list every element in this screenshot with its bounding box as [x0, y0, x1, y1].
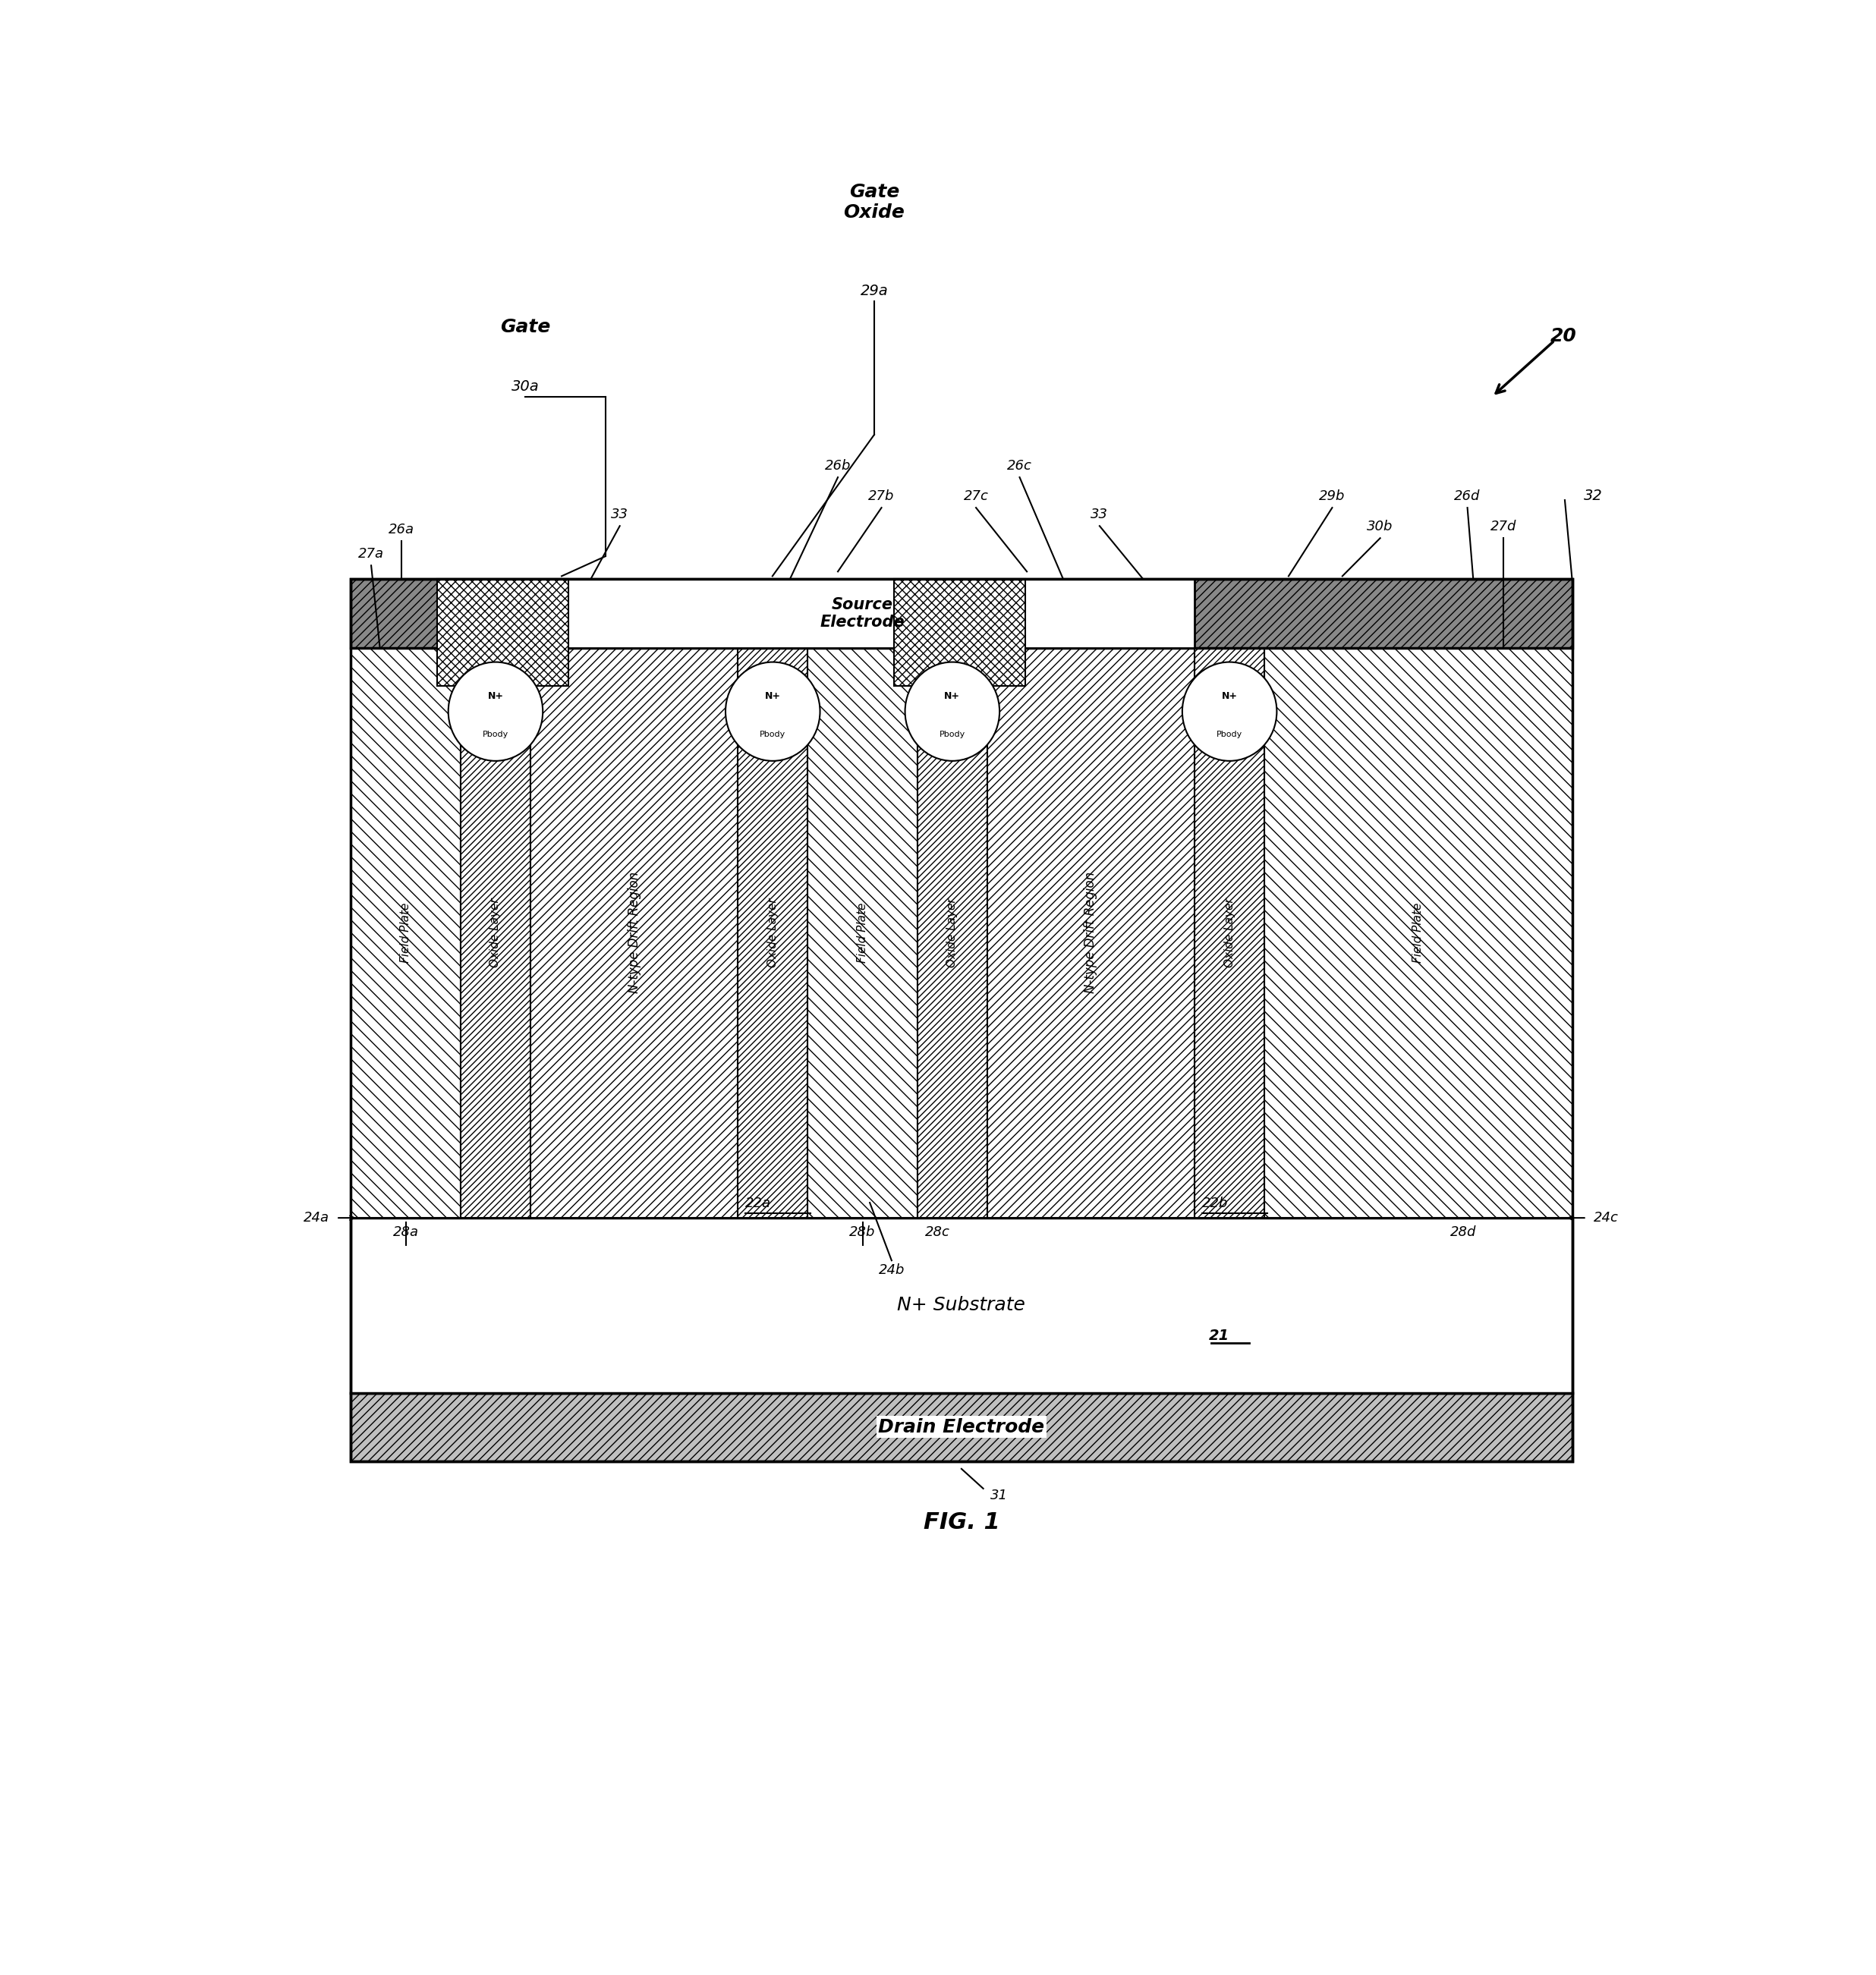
- Text: 30a: 30a: [512, 379, 538, 393]
- Text: 24b: 24b: [878, 1264, 904, 1278]
- Text: 21: 21: [1208, 1329, 1229, 1343]
- Text: 31: 31: [991, 1489, 1007, 1503]
- Text: N+: N+: [1221, 691, 1238, 701]
- Bar: [895, 579, 1024, 685]
- Text: 26b: 26b: [825, 458, 852, 472]
- Text: 22a: 22a: [745, 1197, 771, 1211]
- Text: N-type Drift Region: N-type Drift Region: [1084, 873, 1097, 993]
- Text: N+ Substrate: N+ Substrate: [897, 1296, 1026, 1315]
- Bar: [351, 579, 1572, 1462]
- Bar: [1264, 648, 1572, 1219]
- Text: 28d: 28d: [1450, 1224, 1476, 1238]
- Text: 26d: 26d: [1454, 490, 1480, 504]
- Bar: [351, 579, 1572, 648]
- Text: 29a: 29a: [861, 284, 887, 298]
- Text: 27d: 27d: [1491, 519, 1518, 533]
- Text: Gate: Gate: [501, 318, 550, 336]
- Text: 26a: 26a: [388, 523, 415, 537]
- Text: Field Plate: Field Plate: [400, 903, 411, 964]
- Text: 22b: 22b: [1203, 1197, 1229, 1211]
- Text: Field Plate: Field Plate: [857, 903, 869, 964]
- Bar: [807, 648, 917, 1219]
- Bar: [737, 648, 807, 1219]
- Text: 29b: 29b: [1319, 490, 1345, 504]
- Text: 28a: 28a: [394, 1224, 418, 1238]
- Text: Oxide Layer: Oxide Layer: [1223, 899, 1234, 968]
- Text: Pbody: Pbody: [760, 731, 786, 739]
- Text: FIG. 1: FIG. 1: [923, 1511, 1000, 1533]
- Bar: [987, 648, 1195, 1219]
- Text: Gate
Oxide: Gate Oxide: [844, 182, 904, 221]
- Text: 27b: 27b: [869, 490, 895, 504]
- Text: Oxide Layer: Oxide Layer: [767, 899, 779, 968]
- Bar: [531, 648, 737, 1219]
- Text: 24a: 24a: [304, 1211, 328, 1224]
- Bar: [351, 1392, 1572, 1462]
- Text: 24c: 24c: [1595, 1211, 1619, 1224]
- Text: 26c: 26c: [1007, 458, 1032, 472]
- Text: Source
Electrode: Source Electrode: [820, 596, 904, 630]
- Bar: [917, 648, 987, 1219]
- Bar: [437, 579, 568, 685]
- Text: 33: 33: [612, 508, 628, 521]
- Text: Pbody: Pbody: [482, 731, 508, 739]
- Ellipse shape: [1182, 662, 1278, 760]
- Bar: [1195, 648, 1264, 1219]
- Ellipse shape: [904, 662, 1000, 760]
- Text: 33: 33: [1090, 508, 1109, 521]
- Ellipse shape: [448, 662, 542, 760]
- Text: N+: N+: [944, 691, 961, 701]
- Bar: [351, 1219, 1572, 1392]
- Bar: [531, 579, 1195, 648]
- Text: 32: 32: [1583, 488, 1602, 504]
- Text: 28b: 28b: [850, 1224, 876, 1238]
- Text: Drain Electrode: Drain Electrode: [878, 1418, 1045, 1436]
- Ellipse shape: [726, 662, 820, 760]
- Text: 20: 20: [1550, 326, 1576, 346]
- Bar: [461, 648, 531, 1219]
- Bar: [351, 648, 461, 1219]
- Text: Pbody: Pbody: [1216, 731, 1242, 739]
- Text: Oxide Layer: Oxide Layer: [947, 899, 959, 968]
- Text: 27c: 27c: [964, 490, 989, 504]
- Text: N-type Drift Region: N-type Drift Region: [627, 873, 642, 993]
- Text: 28c: 28c: [925, 1224, 951, 1238]
- Text: N+: N+: [765, 691, 780, 701]
- Text: Pbody: Pbody: [940, 731, 966, 739]
- Text: Field Plate: Field Plate: [1413, 903, 1424, 964]
- Text: Oxide Layer: Oxide Layer: [490, 899, 501, 968]
- Text: N+: N+: [488, 691, 503, 701]
- Text: 30b: 30b: [1368, 519, 1394, 533]
- Text: 27a: 27a: [358, 547, 385, 561]
